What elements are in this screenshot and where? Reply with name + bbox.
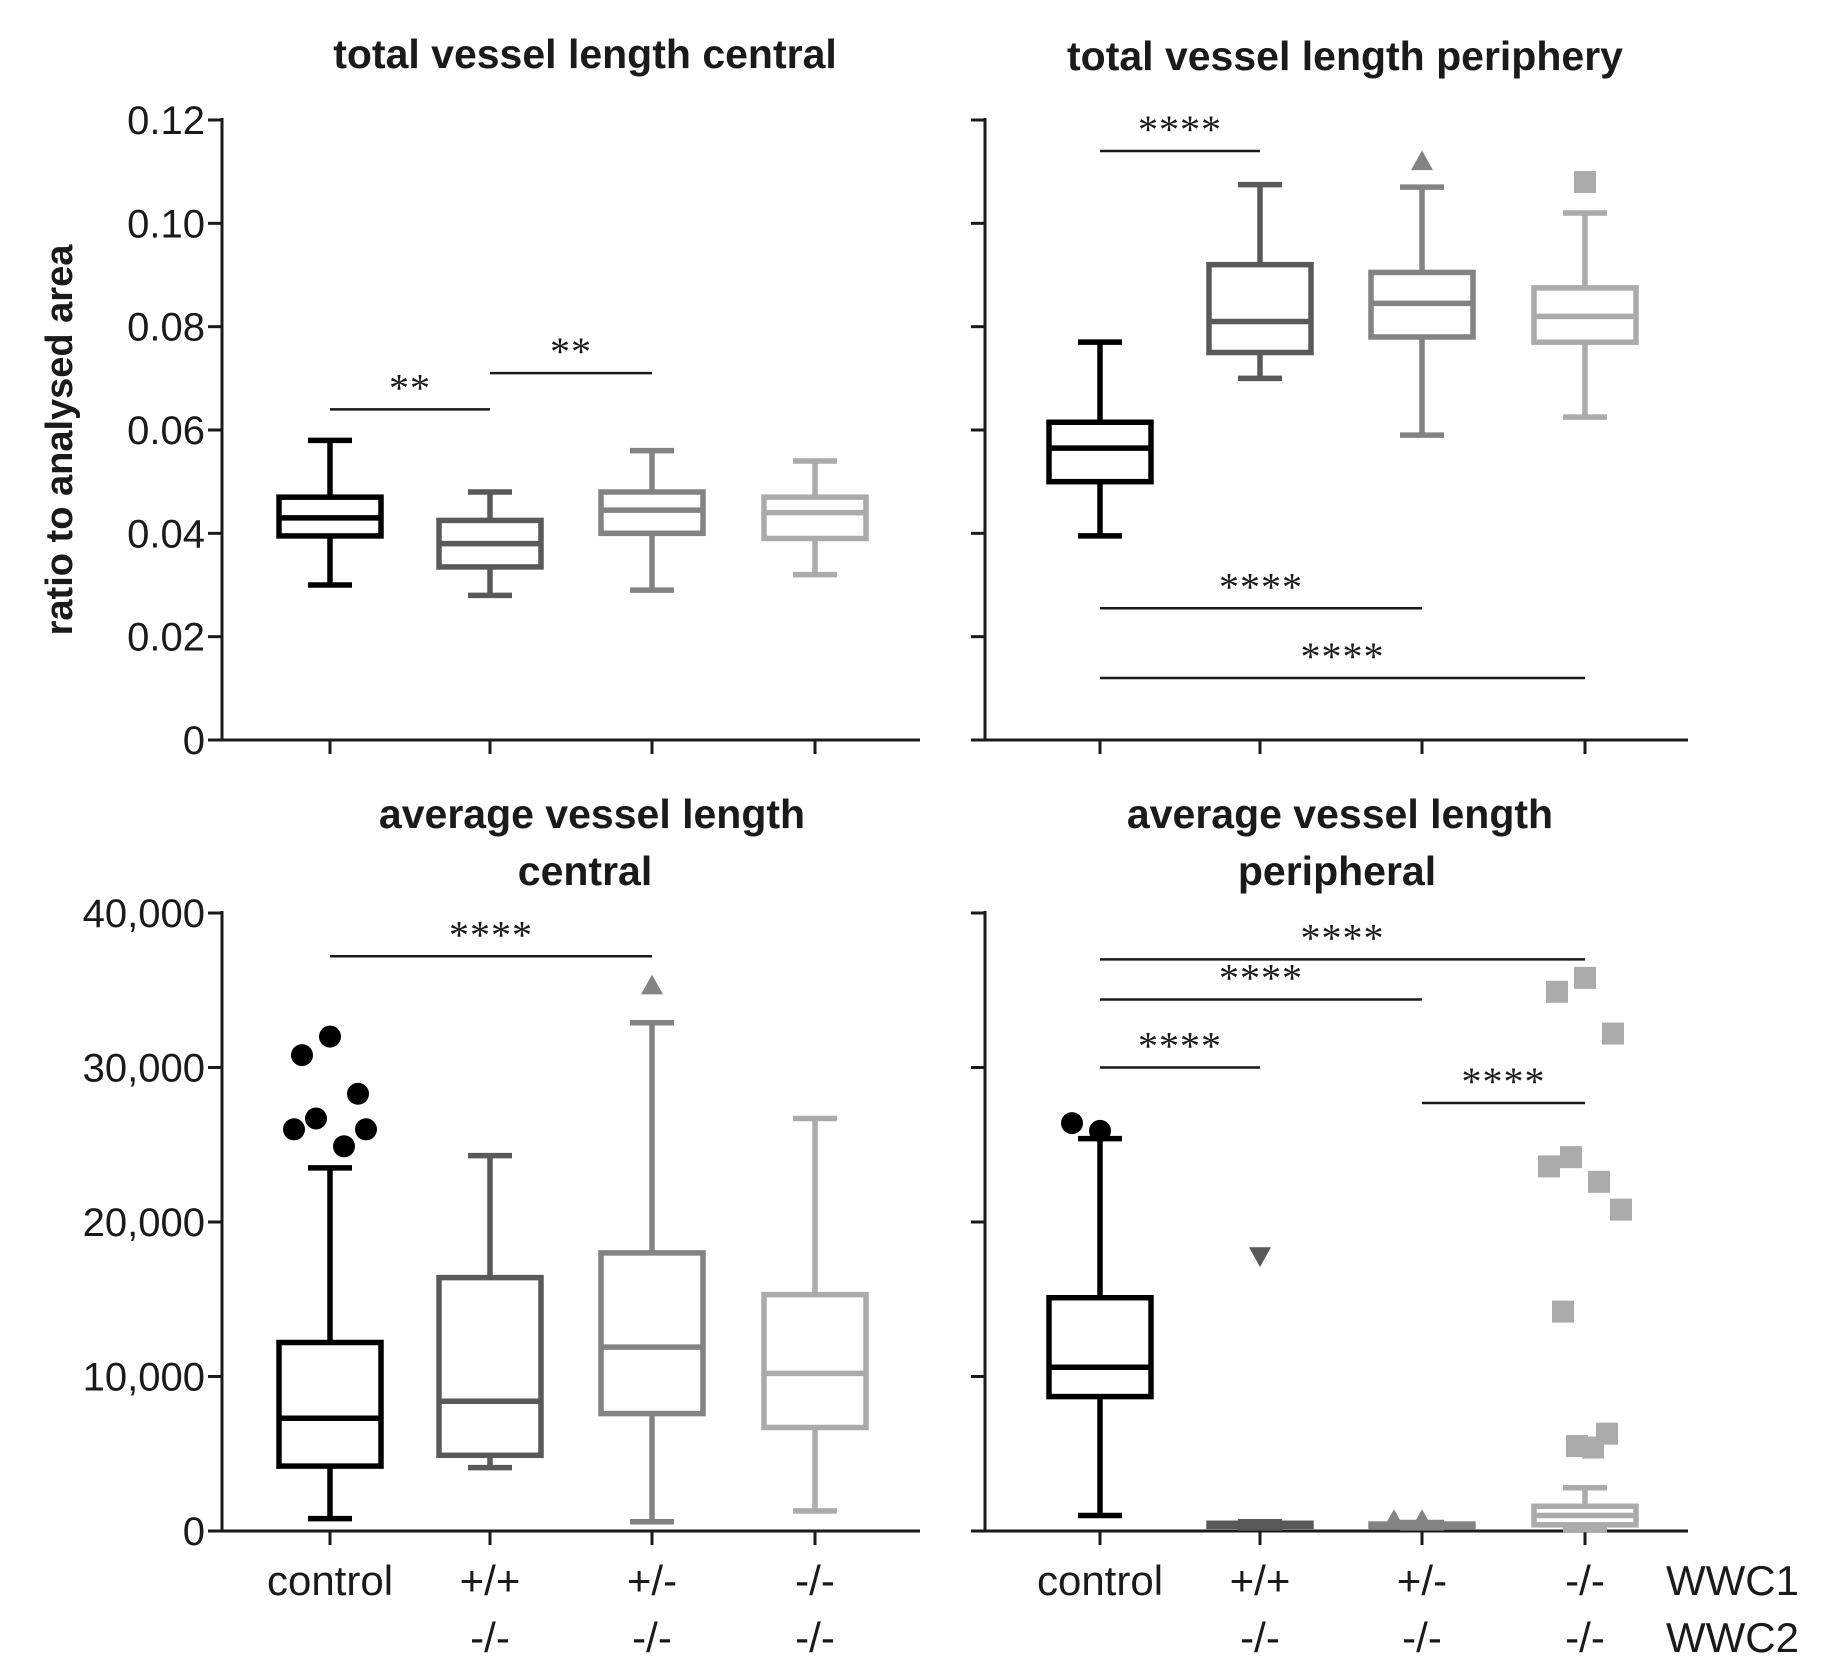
x-label-g4-wwc2-right: -/- <box>1565 1614 1605 1661</box>
outlier-point <box>1560 1146 1582 1169</box>
outlier-point <box>1061 1112 1083 1135</box>
box-plot-0 <box>276 437 384 588</box>
chart-title-average-peripheral-line1: average vessel length <box>1127 791 1553 837</box>
x-label-wwc1-row-label: WWC1 <box>1666 1557 1799 1604</box>
outlier-point <box>1089 1119 1111 1142</box>
chart-title-average-central-line1: average vessel length <box>379 791 805 837</box>
significance-label: ** <box>389 365 431 410</box>
significance-label: **** <box>1462 1059 1546 1104</box>
significance-label: **** <box>1138 1024 1222 1069</box>
x-label-g3-wwc2-right: -/- <box>1402 1614 1442 1661</box>
y-tick-label: 0.02 <box>127 616 205 660</box>
box-iqr <box>598 1250 706 1417</box>
x-label-g2-wwc2-left: -/- <box>470 1614 510 1661</box>
x-label-control-right: control <box>1037 1557 1163 1604</box>
outlier-point <box>1546 980 1568 1003</box>
y-tick-label: 40,000 <box>83 892 205 936</box>
box-iqr <box>1206 261 1314 356</box>
outlier-point <box>305 1107 327 1130</box>
x-label-g4-wwc2-left: -/- <box>795 1614 835 1661</box>
significance-label: **** <box>1138 107 1222 152</box>
outlier-point <box>1538 1155 1560 1178</box>
box-plot-0 <box>1046 1112 1154 1519</box>
y-tick-label: 0.04 <box>127 512 205 556</box>
outlier-point <box>333 1135 355 1158</box>
box-plot-1 <box>436 489 544 599</box>
outlier-point <box>1582 1436 1604 1459</box>
x-label-wwc2-row-label: WWC2 <box>1666 1614 1799 1661</box>
outlier-point <box>1552 1300 1574 1323</box>
x-label-g3-wwc2-left: -/- <box>632 1614 672 1661</box>
x-label-g3-wwc1-right: +/- <box>1397 1557 1447 1604</box>
box-plot-2 <box>598 447 706 593</box>
outlier-point <box>1411 150 1433 171</box>
x-label-g3-wwc1-left: +/- <box>627 1557 677 1604</box>
outlier-point <box>1588 1170 1610 1193</box>
panel-total-central: 0 0.02 0.04 0.06 0.08 0.10 0.12 ** ** <box>127 99 920 763</box>
outlier-point <box>1411 1509 1433 1529</box>
significance-label: **** <box>449 912 533 957</box>
significance-label: ** <box>550 329 592 374</box>
x-label-g2-wwc1-right: +/+ <box>1230 1557 1291 1604</box>
panel-average-central: 0 10,000 20,000 30,000 40,000 **** <box>83 892 920 1554</box>
panel-total-periphery: **** **** **** <box>971 107 1688 754</box>
box-plot-3 <box>761 458 869 578</box>
chart-title-total-central: total vessel length central <box>333 31 837 77</box>
panel-average-peripheral: **************** <box>971 911 1688 1545</box>
outlier-point <box>355 1118 377 1141</box>
outlier-point <box>347 1082 369 1105</box>
box-plot-2 <box>598 974 706 1525</box>
outlier-point <box>1574 966 1596 989</box>
y-tick-label: 0 <box>183 719 205 763</box>
outlier-point <box>283 1118 305 1141</box>
box-plot-3 <box>1531 171 1639 420</box>
x-label-g2-wwc1-left: +/+ <box>460 1557 521 1604</box>
box-iqr <box>276 1339 384 1469</box>
outlier-point <box>319 1025 341 1048</box>
box-iqr <box>761 494 869 542</box>
y-tick-label: 30,000 <box>83 1047 205 1091</box>
x-label-g2-wwc2-right: -/- <box>1240 1614 1280 1661</box>
y-tick-label: 20,000 <box>83 1201 205 1245</box>
y-tick-label: 0.06 <box>127 409 205 453</box>
outlier-point <box>1383 1509 1405 1529</box>
box-iqr <box>761 1291 869 1431</box>
outlier-point <box>1574 171 1596 193</box>
outlier-point <box>291 1044 313 1067</box>
significance-label: **** <box>1301 915 1385 960</box>
y-tick-label: 0.12 <box>127 99 205 143</box>
y-tick-label: 0.10 <box>127 202 205 246</box>
box-plot-2 <box>1368 150 1476 438</box>
box-plot-1 <box>1206 1247 1314 1531</box>
significance-label: **** <box>1219 956 1303 1001</box>
box-plot-0 <box>1046 339 1154 539</box>
chart-title-average-central-line2: central <box>518 848 652 894</box>
outlier-point <box>1602 1022 1624 1045</box>
y-tick-label: 0 <box>183 1510 205 1554</box>
x-label-g4-wwc1-left: -/- <box>795 1557 835 1604</box>
y-tick-label: 0.08 <box>127 306 205 350</box>
y-tick-label: 10,000 <box>83 1356 205 1400</box>
chart-title-average-peripheral-line2: peripheral <box>1238 848 1436 894</box>
box-iqr <box>436 1274 544 1459</box>
box-plot-1 <box>436 1152 544 1471</box>
box-plot-3 <box>761 1115 869 1514</box>
box-plot-0 <box>276 1025 384 1522</box>
box-plot-2 <box>1368 1509 1476 1531</box>
y-axis-label: ratio to analysed area <box>39 244 81 636</box>
x-label-g4-wwc1-right: -/- <box>1565 1557 1605 1604</box>
box-plot-1 <box>1206 181 1314 382</box>
box-iqr <box>1046 419 1154 485</box>
chart-title-total-periphery: total vessel length periphery <box>1067 33 1623 79</box>
significance-label: **** <box>1301 634 1385 679</box>
outlier-point <box>1610 1198 1632 1221</box>
box-plot-3 <box>1531 966 1639 1533</box>
significance-label: **** <box>1219 564 1303 609</box>
outlier-point <box>641 974 663 995</box>
box-iqr <box>1046 1294 1154 1400</box>
x-label-control-left: control <box>267 1557 393 1604</box>
outlier-point <box>1249 1247 1271 1267</box>
